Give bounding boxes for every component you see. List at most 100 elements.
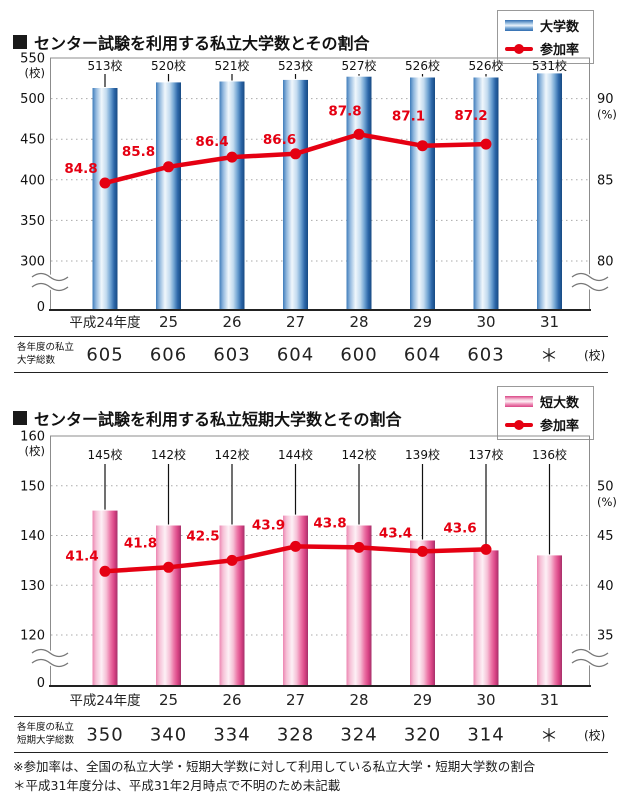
table-row-label: 各年度の私立 短期大学総数	[17, 722, 75, 746]
junior-college-chart-legend: 短大数 参加率	[497, 386, 594, 440]
svg-text:41.4: 41.4	[65, 548, 98, 564]
svg-text:142校: 142校	[342, 447, 377, 462]
svg-text:(%): (%)	[597, 495, 617, 509]
svg-text:527校: 527校	[342, 58, 377, 73]
svg-text:平成24年度: 平成24年度	[69, 693, 140, 709]
svg-text:0: 0	[37, 676, 45, 691]
bar-swatch-icon	[505, 396, 533, 407]
junior-college-totals-table: 各年度の私立 短期大学総数 (校) 350 340 334 328 324 320 314 ＊	[14, 716, 608, 753]
svg-text:平成24年度: 平成24年度	[69, 315, 140, 331]
svg-text:45: 45	[597, 529, 614, 544]
svg-text:145校: 145校	[88, 447, 123, 462]
table-value: 606	[149, 344, 188, 365]
table-value: 328	[276, 724, 315, 745]
svg-text:520校: 520校	[151, 58, 186, 73]
svg-text:87.1: 87.1	[392, 109, 425, 125]
table-value: ＊	[540, 345, 559, 367]
svg-text:(%): (%)	[597, 108, 617, 122]
svg-text:137校: 137校	[469, 447, 504, 462]
svg-text:142校: 142校	[215, 447, 250, 462]
svg-text:85: 85	[597, 173, 614, 188]
svg-text:43.9: 43.9	[252, 517, 285, 533]
svg-text:26: 26	[222, 691, 241, 709]
table-value: ＊	[540, 725, 559, 747]
title-square-bullet	[13, 411, 27, 425]
svg-text:87.2: 87.2	[454, 108, 487, 124]
university-totals-table: 各年度の私立 大学総数 (校) 605 606 603 604 600 604 603 ＊	[14, 336, 608, 373]
svg-text:139校: 139校	[405, 447, 440, 462]
svg-text:(校): (校)	[25, 66, 45, 80]
svg-text:27: 27	[286, 691, 305, 709]
junior-college-chart-title-text: センター試験を利用する私立短期大学数とその割合	[34, 410, 402, 429]
svg-text:90: 90	[597, 92, 614, 107]
svg-text:87.8: 87.8	[328, 103, 361, 119]
svg-text:25: 25	[159, 691, 178, 709]
line-swatch-icon	[505, 419, 533, 431]
svg-text:130: 130	[20, 579, 45, 594]
svg-text:120: 120	[20, 629, 45, 644]
legend-item-junior-colleges: 短大数	[505, 392, 586, 411]
svg-text:526校: 526校	[405, 58, 440, 73]
table-value: 350	[86, 724, 124, 745]
bar-swatch-icon	[505, 20, 533, 31]
svg-text:160: 160	[20, 430, 45, 445]
table-row-label: 各年度の私立 大学総数	[17, 342, 75, 366]
legend-label-universities: 大学数	[540, 20, 580, 35]
svg-text:43.8: 43.8	[313, 515, 346, 531]
svg-text:150: 150	[20, 479, 45, 494]
table-value: 603	[213, 344, 251, 365]
line-swatch-icon	[505, 43, 533, 55]
table-value: 340	[149, 724, 188, 745]
svg-text:31: 31	[540, 691, 559, 709]
table-value: 320	[403, 724, 442, 745]
svg-text:400: 400	[20, 173, 45, 188]
svg-text:136校: 136校	[532, 447, 567, 462]
svg-text:43.4: 43.4	[379, 525, 412, 541]
footnote-heisei31-missing: ＊平成31年度分は、平成31年2月時点で不明のため未記載	[13, 778, 341, 794]
university-chart-title: センター試験を利用する私立大学数とその割合	[13, 30, 370, 54]
table-value: 324	[340, 724, 378, 745]
svg-text:29: 29	[413, 691, 432, 709]
svg-text:521校: 521校	[215, 58, 250, 73]
svg-text:40: 40	[597, 579, 614, 594]
svg-text:550: 550	[20, 52, 45, 67]
table-value: 604	[403, 344, 442, 365]
svg-text:(校): (校)	[25, 444, 45, 458]
svg-text:0: 0	[37, 300, 45, 315]
svg-text:531校: 531校	[532, 58, 567, 73]
legend-label-participation: 参加率	[540, 43, 580, 58]
svg-text:450: 450	[20, 133, 45, 148]
table-unit: (校)	[584, 728, 606, 742]
legend-item-participation: 参加率	[505, 39, 586, 58]
junior-college-chart-svg: 145校 142校 142校 144校 142校 139校 137校 136校 41.4 41.8…	[20, 430, 617, 710]
svg-text:41.8: 41.8	[124, 535, 157, 551]
table-value: 600	[340, 344, 378, 365]
svg-text:500: 500	[20, 92, 45, 107]
svg-text:144校: 144校	[278, 447, 313, 462]
svg-text:80: 80	[597, 255, 614, 270]
table-value: 334	[213, 724, 251, 745]
table-value: 603	[467, 344, 505, 365]
university-chart-svg: 513校 520校 521校 523校 527校 526校 526校 531校 84.8 85.8…	[20, 52, 617, 332]
svg-text:29: 29	[413, 313, 432, 331]
svg-text:42.5: 42.5	[186, 528, 219, 544]
table-unit: (校)	[584, 348, 606, 362]
svg-text:28: 28	[349, 313, 368, 331]
university-chart-title-text: センター試験を利用する私立大学数とその割合	[34, 34, 370, 53]
footnotes: ※参加率は、全国の私立大学・短期大学数に対して利用している私立大学・短期大学数の…	[13, 757, 535, 794]
svg-text:140: 140	[20, 529, 45, 544]
svg-text:142校: 142校	[151, 447, 186, 462]
svg-text:30: 30	[476, 691, 495, 709]
footnote-participation-definition: ※参加率は、全国の私立大学・短期大学数に対して利用している私立大学・短期大学数の…	[13, 759, 536, 774]
svg-text:526校: 526校	[469, 58, 504, 73]
svg-text:523校: 523校	[278, 58, 313, 73]
junior-college-chart-title: センター試験を利用する私立短期大学数とその割合	[13, 406, 402, 430]
svg-text:31: 31	[540, 313, 559, 331]
legend-label-junior-colleges: 短大数	[540, 396, 580, 411]
svg-text:86.4: 86.4	[195, 134, 228, 150]
svg-text:300: 300	[20, 255, 45, 270]
svg-text:513校: 513校	[88, 58, 123, 73]
table-value: 314	[467, 724, 505, 745]
legend-item-universities: 大学数	[505, 16, 586, 35]
